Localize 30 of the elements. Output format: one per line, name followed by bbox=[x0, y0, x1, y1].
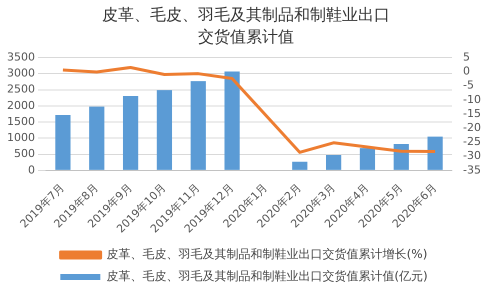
y-tick-label: 1500 bbox=[6, 114, 35, 128]
bar bbox=[89, 106, 104, 170]
bar bbox=[190, 81, 206, 170]
y-tick-label: 1000 bbox=[6, 131, 35, 144]
y2-tick-label: -30 bbox=[463, 149, 481, 162]
chart-title: 皮革、毛皮、羽毛及其制品和制鞋业出口交货值累计值 bbox=[101, 4, 391, 48]
y-tick-label: 3500 bbox=[6, 50, 35, 64]
legend-label: 皮革、毛皮、羽毛及其制品和制鞋业出口交货值累计增长(%) bbox=[106, 247, 428, 262]
y-tick-label: 2000 bbox=[6, 98, 35, 112]
bar bbox=[326, 154, 342, 170]
y-tick-label: 500 bbox=[14, 147, 35, 160]
y-tick-label: 0 bbox=[28, 163, 35, 176]
y2-tick-label: -15 bbox=[463, 106, 481, 120]
y-tick-label: 2500 bbox=[6, 82, 35, 96]
bar bbox=[55, 114, 71, 170]
y-tick-label: 3000 bbox=[6, 66, 35, 80]
y2-tick-label: -20 bbox=[463, 120, 481, 134]
y2-tick-label: -10 bbox=[463, 92, 481, 106]
y2-tick-label: 0 bbox=[463, 64, 470, 78]
legend-label: 皮革、毛皮、羽毛及其制品和制鞋业出口交货值累计值(亿元) bbox=[106, 269, 428, 284]
bar bbox=[292, 162, 308, 170]
bar bbox=[122, 96, 138, 170]
bar bbox=[360, 148, 376, 170]
y2-tick-label: -25 bbox=[463, 135, 481, 148]
bar bbox=[156, 90, 172, 170]
y2-tick-label: -5 bbox=[463, 78, 474, 92]
bar bbox=[224, 71, 240, 170]
y2-tick-label: -35 bbox=[463, 163, 481, 176]
bar bbox=[428, 136, 443, 170]
y2-tick-label: 5 bbox=[463, 50, 470, 64]
